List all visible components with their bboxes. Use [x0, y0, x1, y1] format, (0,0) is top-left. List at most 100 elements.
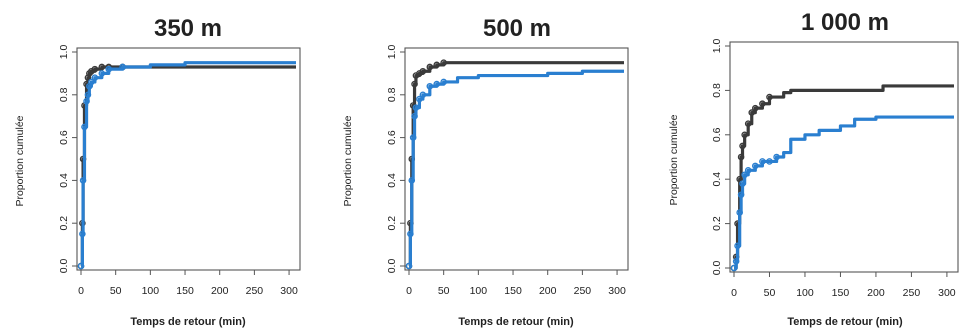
y-axis: 0.0 0.2 0.4 0.6 0.8 1.0	[711, 39, 730, 276]
series-point-dark	[736, 175, 743, 183]
plot-frame	[729, 41, 959, 273]
series-line-dark	[80, 65, 296, 268]
series-point-blue	[773, 153, 780, 161]
series-point-dark	[426, 63, 434, 71]
series-point-dark	[411, 80, 418, 88]
series-point-dark	[91, 65, 99, 73]
series-line-blue	[734, 115, 954, 270]
series-point-blue	[730, 264, 738, 272]
series-point-blue	[119, 63, 126, 71]
y-tick-label: 0.8	[386, 87, 398, 102]
series-point-dark	[739, 142, 746, 150]
series-point-blue	[419, 91, 427, 99]
series-point-blue	[737, 191, 745, 199]
series-point-blue	[416, 95, 423, 103]
series-point-blue	[739, 180, 746, 187]
panel-350m: 350 m 0.0 0.2 0.4 0.6 0.8 1.0 0 50 100 150 200 250…	[14, 15, 301, 328]
y-tick-label: 1.0	[58, 45, 70, 60]
x-tick-label: 100	[142, 285, 160, 297]
series-group	[405, 59, 624, 270]
series-point-blue	[426, 82, 434, 90]
series-point-blue	[759, 158, 766, 165]
series-line-blue	[408, 69, 624, 268]
panel-1000m: 1 000 m 0.0 0.2 0.4 0.6 0.8 1.0 0 50 100 150 200 2…	[668, 9, 959, 328]
y-tick-label: 1.0	[711, 39, 723, 54]
series-point-dark	[440, 59, 447, 67]
series-point-blue	[736, 209, 743, 216]
x-axis-title: Temps de retour (min)	[130, 316, 246, 328]
y-tick-label: 0.0	[711, 261, 723, 276]
y-axis: 0.0 0.2 0.4 0.6 0.8 1.0	[58, 45, 77, 274]
x-tick-label: 250	[574, 285, 592, 297]
plot-frame	[76, 47, 301, 271]
x-tick-label: 200	[211, 285, 229, 297]
series-point-blue	[732, 258, 740, 265]
series-point-blue	[84, 91, 92, 99]
y-tick-label: 0.6	[386, 130, 398, 145]
series-point-blue	[88, 78, 95, 86]
x-axis: 0 50 100 150 200 250 300	[406, 270, 626, 297]
series-point-dark	[751, 104, 759, 112]
x-tick-label: 300	[938, 287, 956, 299]
x-axis-title: Temps de retour (min)	[787, 316, 903, 328]
series-point-dark	[748, 109, 756, 116]
series-point-blue	[766, 158, 773, 165]
x-tick-label: 250	[903, 287, 921, 299]
series-point-blue	[433, 80, 441, 88]
x-tick-label: 150	[176, 285, 194, 297]
series-point-dark	[419, 67, 427, 75]
x-tick-label: 0	[78, 285, 84, 297]
panel-title: 1 000 m	[801, 9, 889, 36]
x-tick-label: 0	[731, 287, 737, 299]
y-tick-label: 0.2	[58, 216, 70, 231]
y-axis: 0.0 0.2 0.4 0.6 0.8 1.0	[386, 45, 405, 274]
x-tick-label: 200	[539, 285, 557, 297]
series-point-blue	[79, 177, 87, 184]
x-tick-label: 300	[608, 285, 626, 297]
y-tick-label: 1.0	[386, 45, 398, 60]
x-tick-label: 150	[504, 285, 522, 297]
y-tick-label: 0.8	[58, 87, 70, 102]
series-point-blue	[91, 74, 99, 81]
series-line-dark	[734, 84, 954, 270]
series-point-dark	[744, 120, 752, 127]
plot-frame	[404, 47, 629, 271]
series-point-blue	[412, 104, 420, 111]
y-axis-title: Proportion cumulée	[14, 115, 26, 206]
series-point-blue	[105, 65, 113, 73]
series-line-blue	[80, 61, 296, 268]
series-point-blue	[77, 262, 85, 270]
y-tick-label: 0.6	[58, 130, 70, 145]
series-point-blue	[744, 167, 752, 174]
series-line-dark	[408, 61, 624, 268]
series-group	[730, 84, 954, 272]
x-tick-label: 100	[470, 285, 488, 297]
y-tick-label: 0.0	[386, 259, 398, 274]
x-tick-label: 300	[280, 285, 298, 297]
series-point-blue	[734, 242, 741, 250]
panel-title: 350 m	[154, 15, 222, 42]
y-axis-title: Proportion cumulée	[668, 114, 680, 205]
series-point-dark	[737, 153, 745, 161]
y-axis-title: Proportion cumulée	[342, 115, 354, 206]
series-point-blue	[440, 78, 447, 86]
series-point-dark	[98, 63, 106, 71]
series-point-blue	[408, 177, 416, 184]
series-point-dark	[741, 131, 748, 139]
series-point-blue	[83, 97, 90, 105]
series-point-blue	[81, 123, 88, 131]
series-point-dark	[766, 93, 773, 101]
x-tick-label: 50	[764, 287, 776, 299]
y-tick-label: 0.0	[58, 259, 70, 274]
y-tick-label: 0.4	[386, 173, 398, 188]
series-point-blue	[411, 112, 418, 120]
panel-500m: 500 m 0.0 0.2 0.4 0.6 0.8 1.0 0 50 100 150 200 250…	[342, 15, 629, 328]
y-tick-label: 0.2	[386, 216, 398, 231]
x-tick-label: 50	[438, 285, 450, 297]
series-point-blue	[405, 262, 413, 270]
x-axis: 0 50 100 150 200 250 300	[78, 270, 298, 297]
panel-title: 500 m	[483, 15, 551, 42]
x-axis: 0 50 100 150 200 250 300	[731, 272, 956, 299]
x-tick-label: 0	[406, 285, 412, 297]
y-tick-label: 0.8	[711, 83, 723, 98]
